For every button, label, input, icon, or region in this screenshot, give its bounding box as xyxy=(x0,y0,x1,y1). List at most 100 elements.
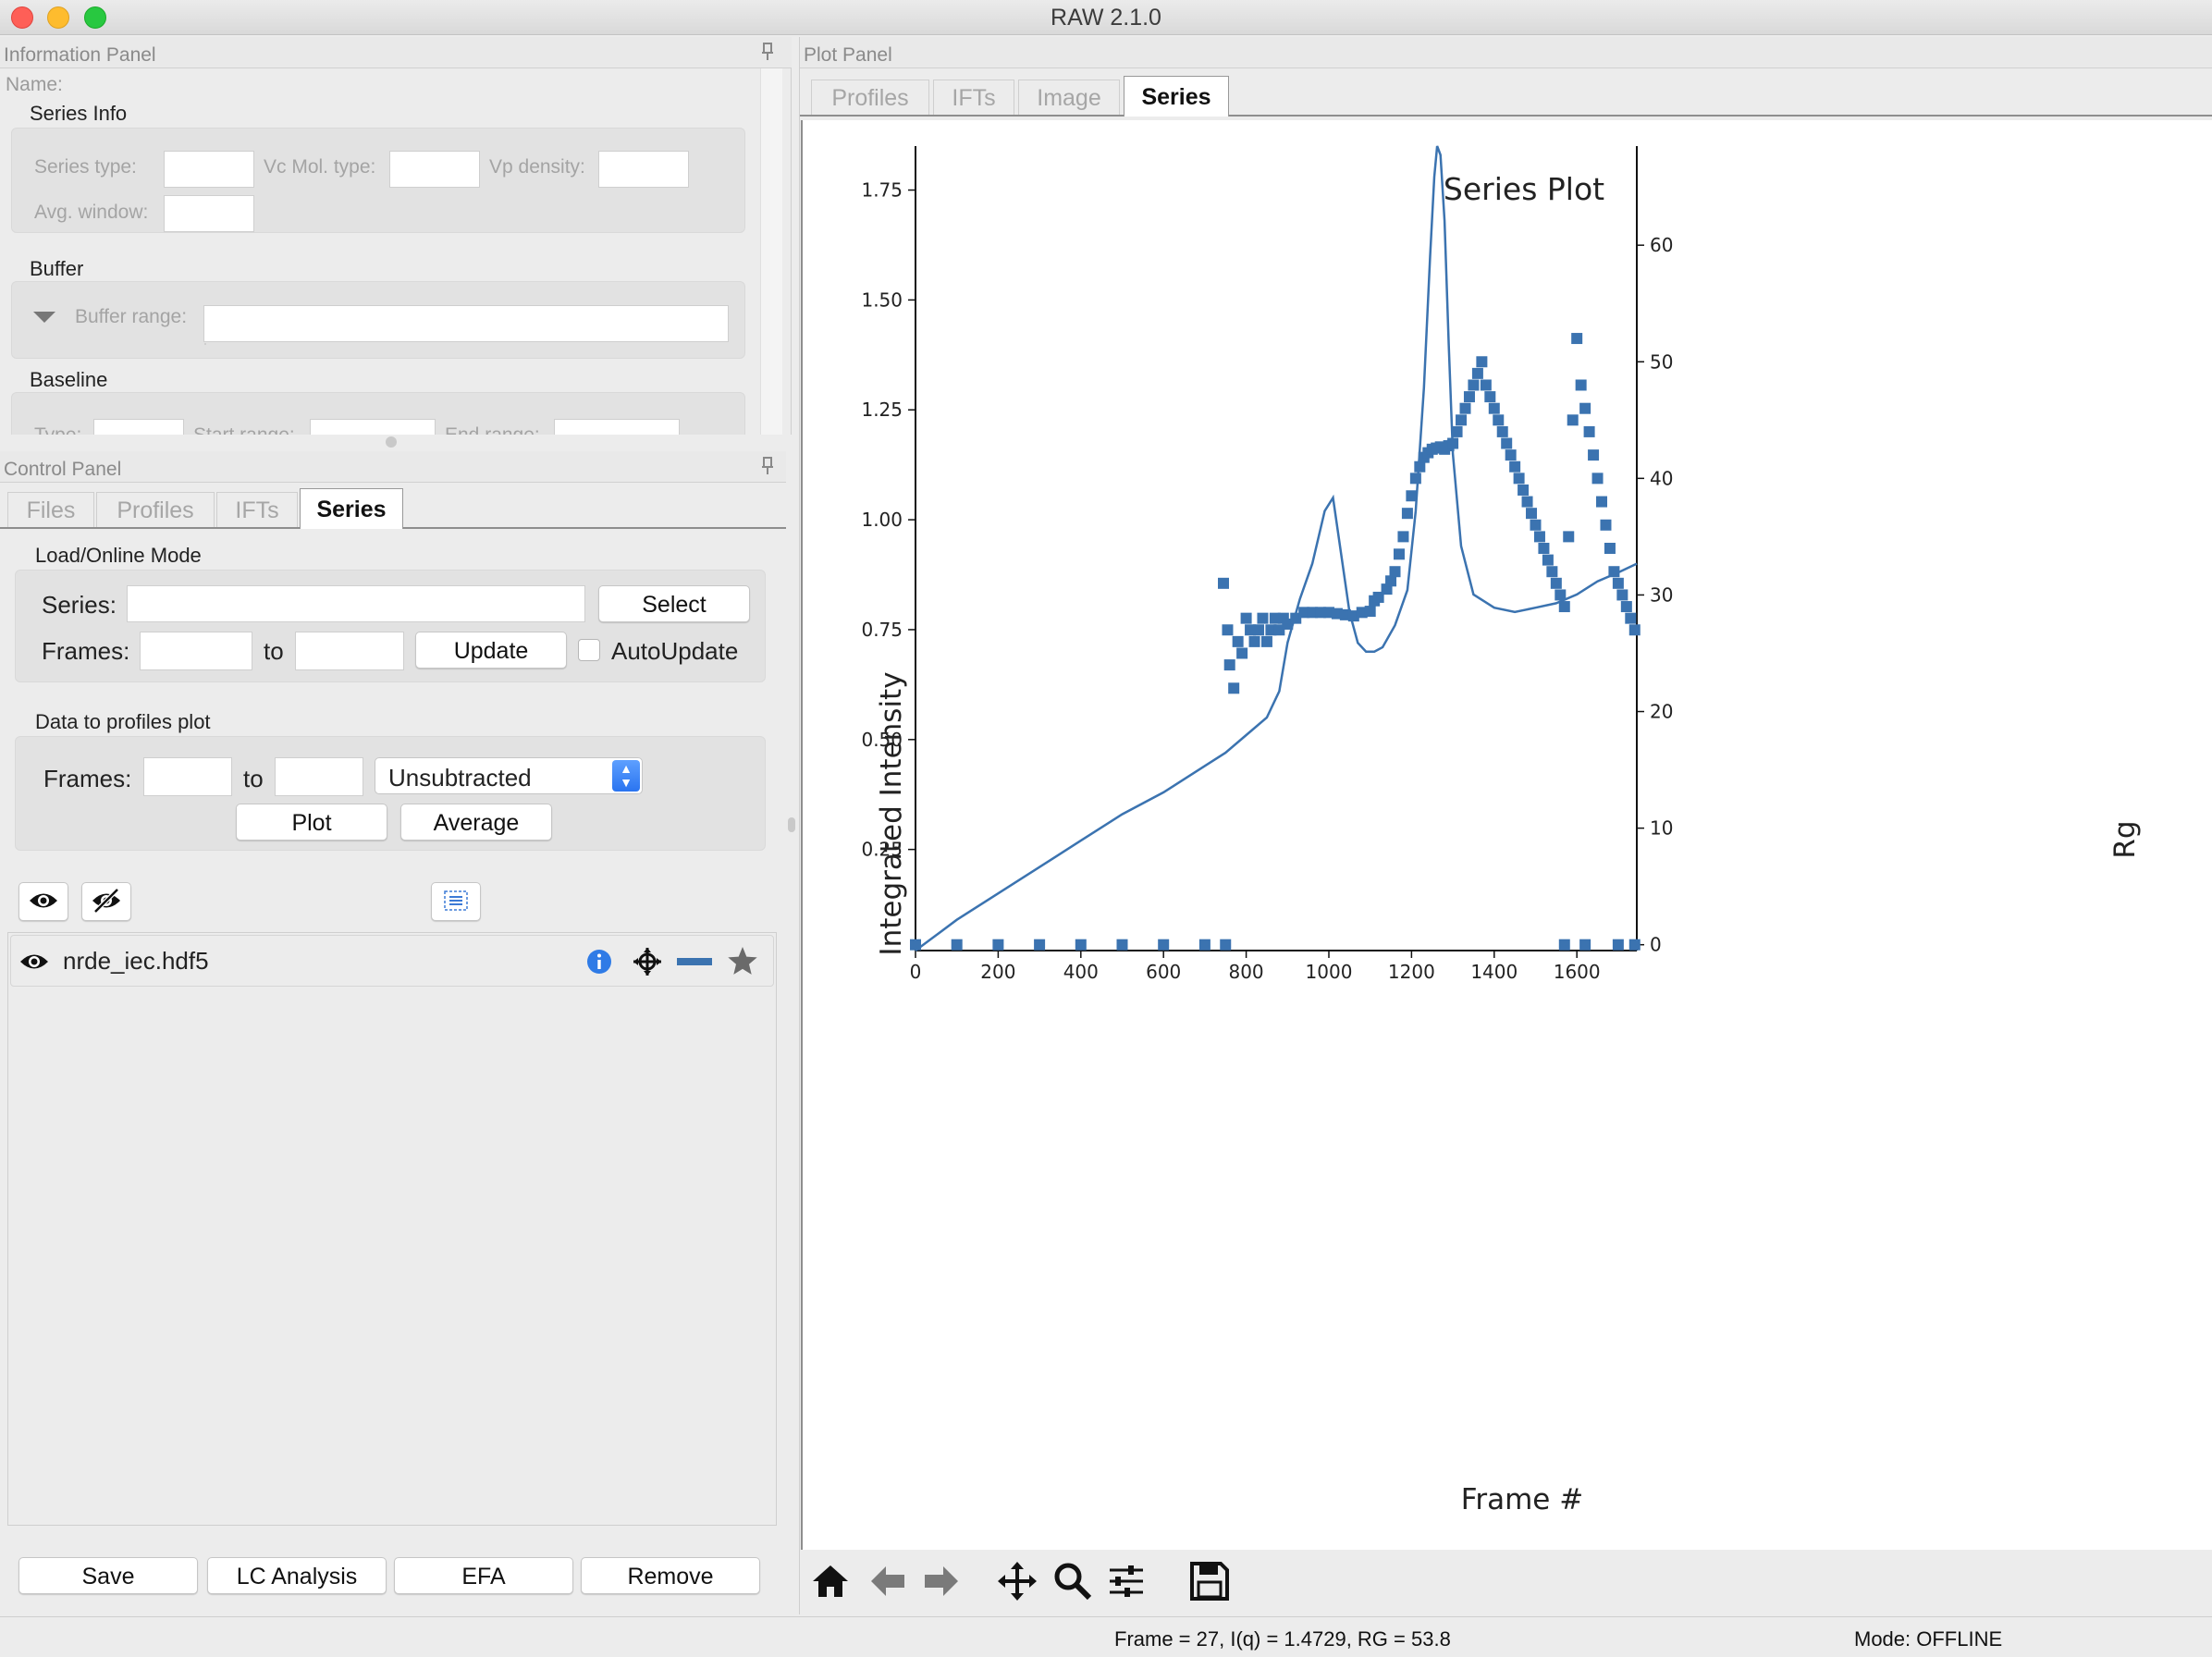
zoom-icon[interactable] xyxy=(1052,1561,1093,1602)
avg-window-field[interactable] xyxy=(164,195,254,232)
vc-mol-type-label: Vc Mol. type: xyxy=(264,156,376,178)
series-path-field[interactable] xyxy=(127,585,585,622)
info-panel-scrollbar[interactable] xyxy=(760,68,782,435)
efa-button[interactable]: EFA xyxy=(394,1557,573,1594)
rg-point xyxy=(1459,402,1471,414)
update-button[interactable]: Update xyxy=(415,632,567,669)
rg-point xyxy=(1612,577,1624,589)
profiles-frames-start-field[interactable] xyxy=(143,757,232,796)
rg-point xyxy=(1401,508,1413,520)
x-tick-label: 1000 xyxy=(1306,961,1353,983)
crosshair-icon[interactable] xyxy=(633,947,662,976)
forward-arrow-icon[interactable] xyxy=(921,1563,962,1600)
star-icon[interactable] xyxy=(727,945,758,976)
vp-density-field[interactable] xyxy=(598,151,689,188)
start-range-field[interactable] xyxy=(310,419,436,435)
select-all-button[interactable] xyxy=(431,882,481,921)
y-tick-label: 1.75 xyxy=(861,179,903,202)
pin-icon[interactable] xyxy=(760,43,775,61)
rg-point xyxy=(1612,939,1624,951)
close-window-button[interactable] xyxy=(11,6,33,29)
rg-point xyxy=(1484,391,1496,403)
show-all-button[interactable] xyxy=(18,882,68,921)
series-item-name: nrde_iec.hdf5 xyxy=(63,947,209,975)
series-list: nrde_iec.hdf5 xyxy=(7,932,777,1526)
save-button[interactable]: Save xyxy=(18,1557,198,1594)
profiles-frames-end-field[interactable] xyxy=(275,757,363,796)
rg-point xyxy=(992,939,1004,951)
hide-all-button[interactable] xyxy=(81,882,131,921)
remove-button[interactable]: Remove xyxy=(581,1557,760,1594)
rg-point xyxy=(1521,496,1533,508)
rg-point xyxy=(1158,939,1170,951)
tab-ifts[interactable]: IFTs xyxy=(216,492,298,527)
eye-icon[interactable] xyxy=(18,948,50,976)
y2-tick-label: 20 xyxy=(1650,701,1673,723)
buffer-title: Buffer xyxy=(30,257,84,280)
baseline-type-field[interactable] xyxy=(93,419,184,435)
series-plot-canvas[interactable]: Series Plot 0 200 400 600 800 1000 1200 1400 160… xyxy=(801,120,2212,1550)
frames-start-field[interactable] xyxy=(140,632,252,670)
end-range-field[interactable] xyxy=(554,419,680,435)
rg-point xyxy=(1546,566,1558,578)
list-item[interactable]: nrde_iec.hdf5 xyxy=(10,935,774,987)
eye-slash-icon xyxy=(92,888,120,914)
x-tick-label: 600 xyxy=(1146,961,1181,983)
rg-point xyxy=(1393,548,1405,560)
rg-point xyxy=(1493,414,1505,426)
rg-point xyxy=(1563,531,1575,543)
tab-plot-profiles[interactable]: Profiles xyxy=(811,80,929,115)
subtraction-mode-select[interactable]: Unsubtracted ▲ ▼ xyxy=(375,757,643,794)
info-icon[interactable] xyxy=(586,949,612,975)
vc-mol-type-field[interactable] xyxy=(389,151,480,188)
splitter-handle[interactable] xyxy=(386,436,397,448)
line-style-swatch[interactable] xyxy=(677,958,712,965)
configure-subplots-icon[interactable] xyxy=(1106,1561,1147,1602)
rg-point xyxy=(910,939,921,951)
pin-icon[interactable] xyxy=(760,457,775,475)
series-type-field[interactable] xyxy=(164,151,254,188)
maximize-window-button[interactable] xyxy=(84,6,106,29)
plot-toolbar xyxy=(801,1550,2212,1614)
tab-plot-image[interactable]: Image xyxy=(1018,80,1120,115)
series-plot[interactable]: Series Plot 0 200 400 600 800 1000 1200 1400 160… xyxy=(803,120,2212,1550)
rg-point xyxy=(1240,612,1252,624)
tab-plot-series[interactable]: Series xyxy=(1124,76,1229,117)
y2-tick-label: 40 xyxy=(1650,467,1673,489)
y2-tick-label: 10 xyxy=(1650,817,1673,840)
rg-point xyxy=(1542,554,1554,566)
y-tick-label: 1.50 xyxy=(861,288,903,311)
series-info-group: Series type: Vc Mol. type: Vp density: A… xyxy=(11,128,745,233)
rg-point xyxy=(1604,543,1616,554)
average-button[interactable]: Average xyxy=(400,804,552,841)
tab-plot-ifts[interactable]: IFTs xyxy=(933,80,1014,115)
rg-point xyxy=(1236,647,1248,659)
home-icon[interactable] xyxy=(810,1563,851,1600)
tab-series[interactable]: Series xyxy=(300,488,403,529)
tab-files[interactable]: Files xyxy=(7,492,94,527)
save-figure-icon[interactable] xyxy=(1189,1561,1230,1602)
lc-analysis-button[interactable]: LC Analysis xyxy=(207,1557,387,1594)
x-tick-label: 200 xyxy=(980,961,1015,983)
back-arrow-icon[interactable] xyxy=(867,1563,908,1600)
tab-profiles[interactable]: Profiles xyxy=(96,492,215,527)
plot-button[interactable]: Plot xyxy=(236,804,387,841)
buffer-range-field[interactable] xyxy=(203,305,729,342)
to-label: to xyxy=(264,637,284,665)
y-axis-label: Integrated Intensity xyxy=(875,671,908,955)
y-tick-label: 0.25 xyxy=(861,839,903,861)
rg-point xyxy=(1555,589,1567,601)
rg-point xyxy=(1600,519,1612,531)
minimize-window-button[interactable] xyxy=(47,6,69,29)
pan-icon[interactable] xyxy=(997,1561,1038,1602)
vertical-splitter-handle[interactable] xyxy=(788,817,795,832)
autoupdate-checkbox[interactable] xyxy=(578,639,600,661)
x-tick-label: 800 xyxy=(1228,961,1263,983)
triangle-down-icon[interactable] xyxy=(32,310,56,325)
profiles-frames-label: Frames: xyxy=(43,765,132,792)
window-title: RAW 2.1.0 xyxy=(1051,5,1161,31)
rg-point xyxy=(1447,437,1459,449)
frames-end-field[interactable] xyxy=(295,632,404,670)
rg-point xyxy=(1533,531,1545,543)
select-button[interactable]: Select xyxy=(598,585,750,622)
